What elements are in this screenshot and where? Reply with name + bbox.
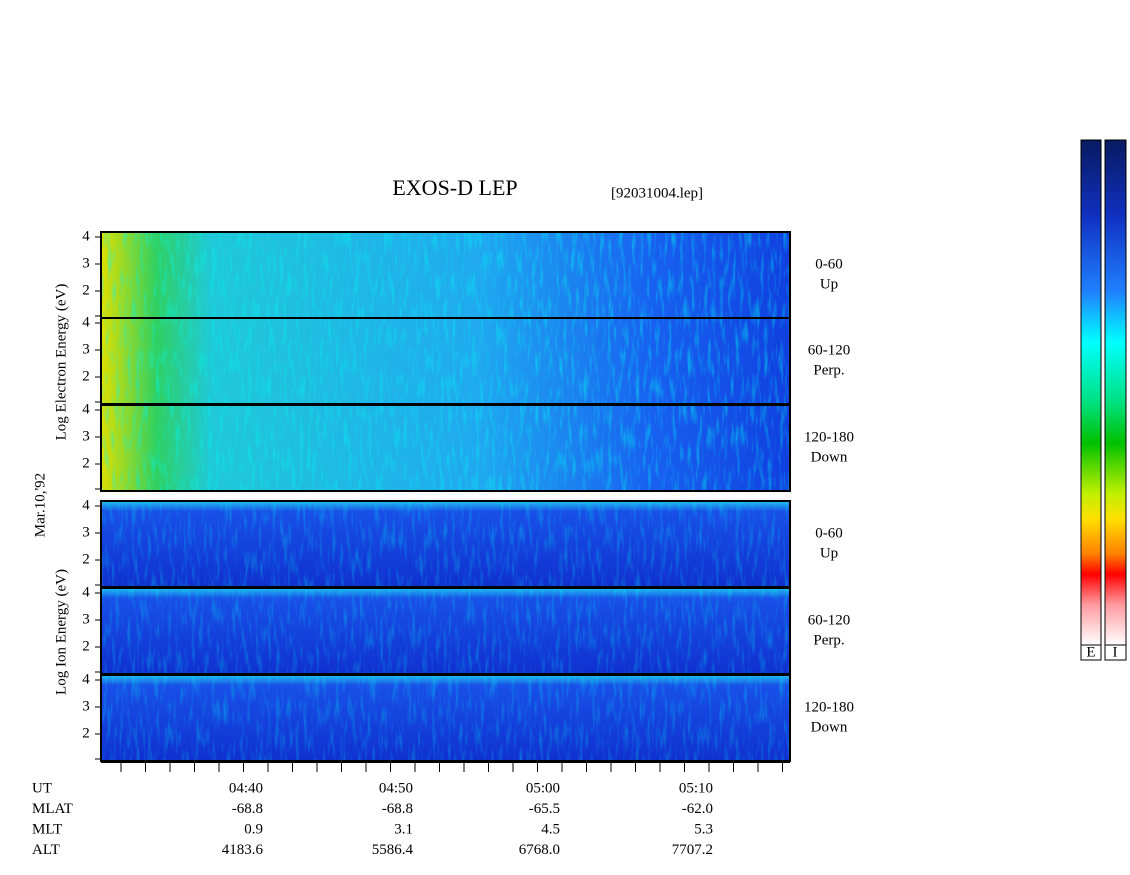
pitch-label: 0-60: [815, 256, 843, 272]
direction-label: Up: [820, 276, 838, 292]
spectrogram-texture: [101, 588, 790, 674]
spectrogram-texture: [101, 675, 790, 761]
row-value: 5586.4: [372, 842, 414, 858]
y-tick-label: 4: [82, 401, 90, 417]
colorbar: [1104, 139, 1127, 646]
pitch-label: 0-60: [815, 525, 843, 541]
y-tick-label: 4: [82, 497, 90, 513]
colorbar: [1080, 139, 1102, 646]
row-value: -65.5: [529, 801, 560, 817]
y-tick-label: 2: [82, 282, 90, 298]
row-value: 4183.6: [222, 842, 264, 858]
pitch-label: 60-120: [808, 612, 851, 628]
direction-label: Down: [811, 449, 848, 465]
y-tick-label: 2: [82, 551, 90, 567]
row-value: 0.9: [244, 821, 263, 837]
row-name: MLT: [32, 821, 62, 837]
row-value: 5.3: [694, 821, 713, 837]
row-name: UT: [32, 780, 52, 796]
y-tick-label: 3: [82, 341, 90, 357]
y-tick-label: 3: [82, 611, 90, 627]
y-tick-label: 4: [82, 228, 90, 244]
row-value: 05:10: [679, 780, 713, 796]
date-label: Mar.10,'92: [32, 473, 48, 537]
direction-label: Up: [820, 545, 838, 561]
y-tick-label: 3: [82, 524, 90, 540]
row-value: -62.0: [682, 801, 713, 817]
colorbar-label-box: [1080, 644, 1102, 661]
title: EXOS-D LEP: [392, 175, 517, 200]
colorbar-label: E: [1086, 644, 1095, 660]
spectrogram-texture: [101, 232, 790, 318]
row-value: 3.1: [394, 821, 413, 837]
row-value: -68.8: [382, 801, 413, 817]
row-name: MLAT: [32, 801, 73, 817]
ion-axis-label: Log Ion Energy (eV): [53, 569, 69, 695]
pitch-label: 120-180: [804, 429, 854, 445]
file-name: [92031004.lep]: [611, 185, 703, 201]
y-tick-label: 3: [82, 255, 90, 271]
y-tick-label: 2: [82, 368, 90, 384]
spectrogram-texture: [101, 318, 790, 404]
y-tick-label: 4: [82, 584, 90, 600]
row-value: 05:00: [526, 780, 560, 796]
direction-label: Down: [811, 719, 848, 735]
y-tick-label: 4: [82, 314, 90, 330]
row-value: -68.8: [232, 801, 263, 817]
y-tick-label: 2: [82, 725, 90, 741]
panel-frame: [100, 404, 791, 492]
y-tick-label: 3: [82, 428, 90, 444]
row-value: 6768.0: [519, 842, 560, 858]
y-tick-label: 2: [82, 455, 90, 471]
direction-label: Perp.: [813, 632, 844, 648]
spectrogram-texture: [101, 501, 790, 587]
y-tick-label: 2: [82, 638, 90, 654]
spectrogram-texture: [101, 405, 790, 491]
row-name: ALT: [32, 842, 60, 858]
colorbar-label: I: [1113, 644, 1118, 660]
row-value: 7707.2: [672, 842, 713, 858]
y-tick-label: 4: [82, 671, 90, 687]
pitch-label: 60-120: [808, 342, 851, 358]
electron-axis-label: Log Electron Energy (eV): [53, 284, 69, 441]
row-value: 4.5: [541, 821, 560, 837]
direction-label: Perp.: [813, 362, 844, 378]
pitch-label: 120-180: [804, 699, 854, 715]
row-value: 04:50: [379, 780, 413, 796]
row-value: 04:40: [229, 780, 263, 796]
y-tick-label: 3: [82, 698, 90, 714]
colorbar-label-box: [1104, 644, 1127, 661]
